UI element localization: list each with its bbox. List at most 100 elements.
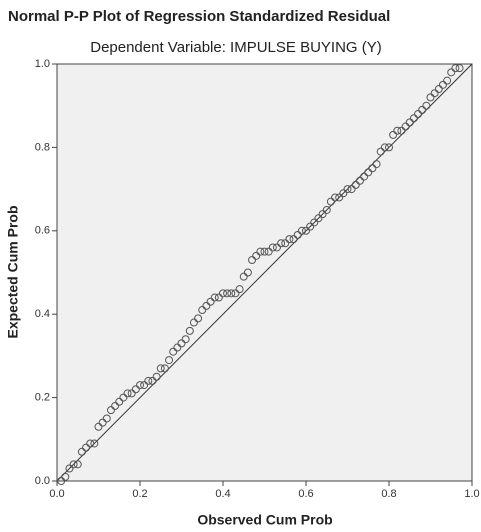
point bbox=[310, 218, 319, 227]
point bbox=[219, 289, 227, 298]
point bbox=[256, 247, 265, 256]
reference-line bbox=[56, 63, 473, 482]
point bbox=[136, 381, 144, 390]
point bbox=[86, 439, 95, 448]
point bbox=[360, 172, 369, 181]
point bbox=[335, 193, 344, 202]
point bbox=[248, 255, 257, 264]
point bbox=[82, 443, 91, 452]
point bbox=[314, 214, 323, 223]
point bbox=[376, 147, 385, 156]
y-tick-label: 1.0 bbox=[35, 58, 50, 70]
point bbox=[252, 251, 261, 260]
point bbox=[206, 297, 215, 306]
point bbox=[372, 160, 381, 169]
point bbox=[393, 126, 402, 135]
point bbox=[368, 164, 377, 173]
point bbox=[177, 339, 186, 348]
point bbox=[194, 314, 203, 323]
point bbox=[160, 364, 169, 373]
point bbox=[318, 210, 327, 219]
point bbox=[185, 326, 194, 335]
y-axis-label: Expected Cum Prob bbox=[5, 205, 21, 338]
point bbox=[260, 247, 269, 256]
point bbox=[447, 68, 456, 77]
point bbox=[409, 114, 418, 123]
point bbox=[61, 472, 70, 481]
point bbox=[181, 335, 190, 344]
point bbox=[264, 247, 273, 256]
y-tick-label: 0.6 bbox=[35, 225, 50, 237]
point bbox=[401, 122, 410, 131]
point bbox=[306, 222, 315, 231]
point bbox=[389, 130, 398, 139]
point bbox=[223, 289, 232, 298]
point bbox=[451, 64, 460, 73]
point bbox=[289, 235, 298, 244]
point bbox=[140, 381, 149, 390]
point bbox=[127, 389, 136, 398]
point bbox=[102, 414, 111, 423]
point bbox=[434, 85, 443, 94]
point bbox=[119, 393, 128, 402]
point bbox=[231, 289, 240, 298]
x-tick-label: 1.0 bbox=[464, 488, 479, 500]
point bbox=[156, 364, 165, 373]
point bbox=[385, 143, 393, 152]
point bbox=[77, 447, 86, 456]
point bbox=[322, 205, 331, 214]
point bbox=[73, 460, 82, 469]
point bbox=[165, 356, 174, 365]
point bbox=[331, 193, 340, 202]
point bbox=[69, 460, 78, 469]
point bbox=[277, 239, 286, 248]
point bbox=[243, 268, 252, 277]
point bbox=[351, 180, 360, 189]
point bbox=[214, 293, 223, 302]
point bbox=[422, 101, 431, 110]
chart-subtitle: Dependent Variable: IMPULSE BUYING (Y) bbox=[90, 39, 382, 56]
x-tick-label: 0.4 bbox=[215, 488, 230, 500]
y-tick-label: 0.4 bbox=[35, 308, 50, 320]
point bbox=[115, 397, 124, 406]
point bbox=[106, 406, 115, 415]
point bbox=[202, 301, 211, 310]
x-axis-label: Observed Cum Prob bbox=[197, 512, 332, 528]
x-tick-label: 0.0 bbox=[49, 488, 64, 500]
point bbox=[414, 110, 423, 119]
y-tick-label: 0.0 bbox=[35, 475, 50, 487]
point bbox=[355, 176, 364, 185]
point bbox=[405, 118, 414, 127]
point bbox=[302, 226, 310, 235]
point bbox=[198, 306, 207, 315]
point bbox=[285, 235, 294, 244]
point bbox=[297, 226, 306, 235]
point bbox=[148, 376, 157, 385]
point bbox=[268, 243, 277, 252]
y-tick-label: 0.8 bbox=[35, 141, 50, 153]
point bbox=[98, 418, 107, 427]
x-tick-label: 0.2 bbox=[132, 488, 147, 500]
point bbox=[210, 293, 219, 302]
point bbox=[144, 376, 153, 385]
y-tick-label: 0.2 bbox=[35, 392, 50, 404]
chart-title: Normal P-P Plot of Regression Standardiz… bbox=[8, 8, 390, 25]
point bbox=[152, 372, 161, 381]
point bbox=[380, 143, 389, 152]
point bbox=[426, 93, 435, 102]
point bbox=[281, 239, 290, 248]
x-tick-label: 0.8 bbox=[381, 488, 396, 500]
point bbox=[343, 185, 352, 194]
point bbox=[131, 385, 140, 394]
x-tick-label: 0.6 bbox=[298, 488, 313, 500]
point bbox=[94, 422, 103, 431]
point bbox=[339, 189, 348, 198]
point bbox=[293, 230, 302, 239]
point bbox=[364, 168, 373, 177]
point bbox=[123, 389, 132, 398]
point bbox=[430, 89, 439, 98]
point bbox=[272, 243, 281, 252]
point bbox=[455, 64, 464, 73]
point bbox=[65, 464, 74, 473]
